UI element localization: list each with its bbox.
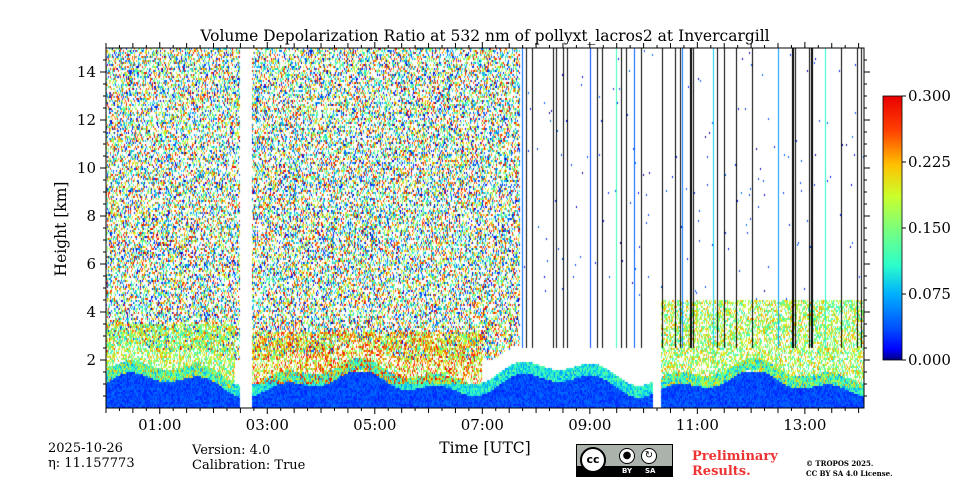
y-tick-label: 2 — [86, 351, 96, 369]
license-line2: CC BY SA 4.0 License. — [806, 469, 893, 478]
calibration-text: Calibration: True — [192, 458, 306, 473]
colorbar-tick-label: 0.075 — [908, 285, 951, 303]
measurement-info: 2025-10-26 η: 11.157773 — [48, 441, 135, 471]
cc-badge-bar — [577, 466, 672, 476]
colorbar-tick-label: 0.225 — [908, 153, 951, 171]
x-tick-label: 13:00 — [783, 416, 826, 434]
x-axis-label: Time [UTC] — [439, 439, 530, 457]
colorbar-tick-label: 0.150 — [908, 219, 951, 237]
y-tick-label: 6 — [86, 255, 96, 273]
cc-icon: cc — [580, 447, 606, 473]
x-tick-label: 03:00 — [246, 416, 289, 434]
y-tick-label: 8 — [86, 207, 96, 225]
colorbar-ticks: 0.000 0.075 0.150 0.225 0.300 — [902, 87, 951, 369]
share-alike-icon: ↻ — [641, 448, 657, 464]
x-tick-label: 07:00 — [461, 416, 504, 434]
license-notice: © TROPOS 2025. CC BY SA 4.0 License. — [806, 459, 893, 479]
processing-info: Version: 4.0 Calibration: True — [192, 443, 305, 473]
attribution-icon: ● — [619, 448, 635, 464]
colorbar-tick-label: 0.000 — [908, 351, 951, 369]
preliminary-line2: Results. — [692, 464, 751, 479]
y-axis-label: Height [km] — [52, 182, 70, 277]
version-text: Version: 4.0 — [192, 443, 271, 458]
sa-label: SA — [645, 467, 656, 475]
x-tick-label: 11:00 — [676, 416, 719, 434]
x-tick-label: 05:00 — [353, 416, 396, 434]
preliminary-line1: Preliminary — [692, 449, 778, 464]
license-line1: © TROPOS 2025. — [806, 459, 874, 468]
y-tick-label: 10 — [77, 159, 96, 177]
y-tick-label: 12 — [77, 111, 96, 129]
x-tick-label: 09:00 — [568, 416, 611, 434]
y-tick-label: 14 — [77, 63, 96, 81]
colorbar-tick-label: 0.300 — [908, 87, 951, 105]
measurement-date: 2025-10-26 — [48, 441, 123, 456]
axis-ticks: 01:00 03:00 05:00 07:00 09:00 11:00 13:00 2 4 6 8 1… — [77, 42, 870, 434]
preliminary-notice: Preliminary Results. — [692, 449, 778, 479]
y-tick-label: 4 — [86, 303, 96, 321]
chart-title: Volume Depolarization Ratio at 532 nm of… — [199, 27, 769, 45]
plot-area — [106, 48, 864, 408]
x-tick-label: 01:00 — [138, 416, 181, 434]
eta-value: η: 11.157773 — [48, 456, 135, 471]
colorbar — [882, 95, 903, 361]
depolarization-heatmap — [106, 48, 864, 408]
cc-license-badge: cc ● ↻ BY SA — [576, 444, 673, 477]
by-label: BY — [622, 467, 633, 475]
